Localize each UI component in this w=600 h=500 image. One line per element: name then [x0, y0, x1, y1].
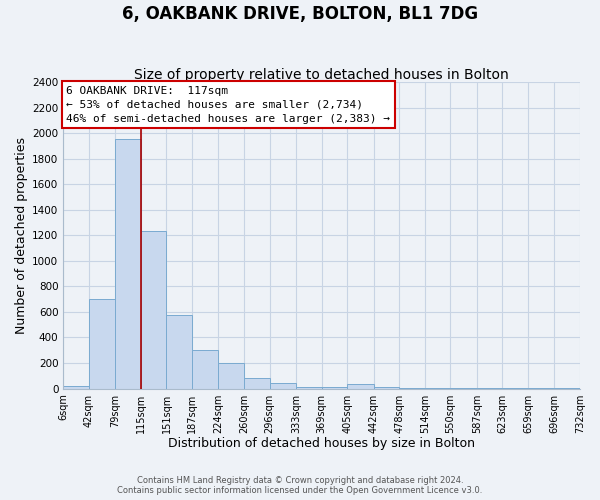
Bar [89, 299, 115, 388]
Title: Size of property relative to detached houses in Bolton: Size of property relative to detached ho… [134, 68, 509, 82]
Text: 6 OAKBANK DRIVE:  117sqm
← 53% of detached houses are smaller (2,734)
46% of sem: 6 OAKBANK DRIVE: 117sqm ← 53% of detache… [66, 86, 390, 124]
Bar [63, 386, 89, 388]
Bar [269, 383, 296, 388]
Y-axis label: Number of detached properties: Number of detached properties [15, 137, 28, 334]
Bar [141, 232, 166, 388]
Bar [244, 378, 269, 388]
Bar [296, 386, 322, 388]
X-axis label: Distribution of detached houses by size in Bolton: Distribution of detached houses by size … [168, 437, 475, 450]
Bar [192, 350, 218, 389]
Bar [218, 363, 244, 388]
Bar [347, 384, 374, 388]
Bar [166, 315, 192, 388]
Text: 6, OAKBANK DRIVE, BOLTON, BL1 7DG: 6, OAKBANK DRIVE, BOLTON, BL1 7DG [122, 5, 478, 23]
Text: Contains HM Land Registry data © Crown copyright and database right 2024.
Contai: Contains HM Land Registry data © Crown c… [118, 476, 482, 495]
Bar [115, 140, 141, 388]
